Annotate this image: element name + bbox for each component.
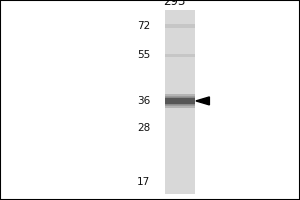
Bar <box>165 10 195 194</box>
Text: 293: 293 <box>163 0 185 8</box>
Bar <box>165 97 195 105</box>
Text: 17: 17 <box>137 177 150 187</box>
Text: 55: 55 <box>137 50 150 60</box>
Bar <box>165 98 195 104</box>
Polygon shape <box>196 97 209 105</box>
Text: 72: 72 <box>137 21 150 31</box>
Bar <box>165 94 195 108</box>
Text: 36: 36 <box>137 96 150 106</box>
Bar <box>165 24 195 28</box>
Bar <box>165 96 195 106</box>
Text: 28: 28 <box>137 123 150 133</box>
Bar <box>165 54 195 57</box>
